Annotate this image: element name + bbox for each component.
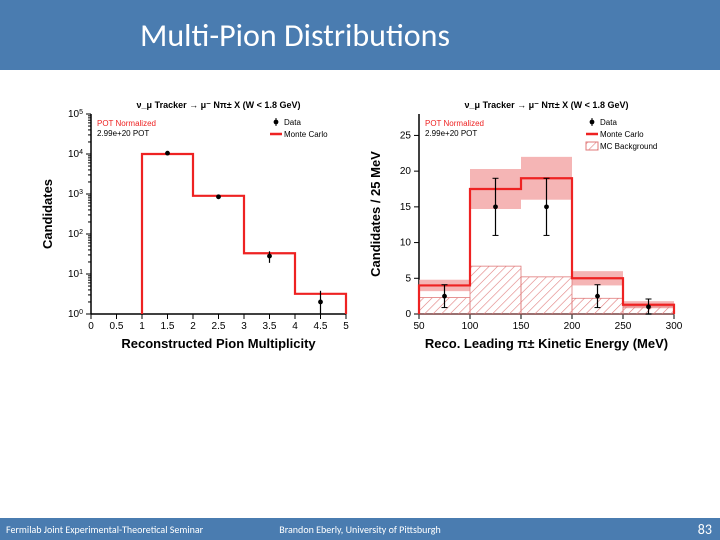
- svg-text:200: 200: [564, 321, 581, 332]
- svg-text:2.99e+20 POT: 2.99e+20 POT: [425, 129, 477, 138]
- svg-text:15: 15: [400, 202, 412, 213]
- svg-text:1.5: 1.5: [161, 321, 175, 332]
- svg-text:Monte Carlo: Monte Carlo: [284, 130, 328, 139]
- svg-text:Candidates: Candidates: [40, 179, 55, 249]
- svg-text:ν_μ Tracker → μ⁻ Nπ± X (W < 1: ν_μ Tracker → μ⁻ Nπ± X (W < 1.8 GeV): [137, 100, 301, 110]
- svg-text:20: 20: [400, 166, 412, 177]
- svg-text:101: 101: [68, 269, 83, 281]
- svg-text:3.5: 3.5: [263, 321, 277, 332]
- svg-text:Monte Carlo: Monte Carlo: [600, 130, 644, 139]
- svg-text:102: 102: [68, 229, 83, 241]
- footer-bar: Fermilab Joint Experimental-Theoretical …: [0, 518, 720, 540]
- svg-text:4: 4: [292, 321, 298, 332]
- svg-text:1: 1: [139, 321, 145, 332]
- footer-page: 83: [698, 521, 712, 538]
- svg-text:5: 5: [405, 273, 411, 284]
- svg-text:2.5: 2.5: [212, 321, 226, 332]
- svg-text:5: 5: [343, 321, 349, 332]
- svg-text:10: 10: [400, 238, 412, 249]
- svg-text:300: 300: [666, 321, 683, 332]
- svg-text:3: 3: [241, 321, 247, 332]
- svg-text:105: 105: [68, 109, 83, 121]
- svg-text:0: 0: [88, 321, 94, 332]
- svg-text:2: 2: [190, 321, 196, 332]
- svg-text:Candidates / 25 MeV: Candidates / 25 MeV: [368, 151, 383, 277]
- svg-text:103: 103: [68, 189, 83, 201]
- slide-title: Multi-Pion Distributions: [140, 16, 450, 55]
- svg-text:Data: Data: [284, 118, 301, 127]
- svg-text:Reco. Leading π± Kinetic Energ: Reco. Leading π± Kinetic Energy (MeV): [425, 336, 668, 351]
- footer-left: Fermilab Joint Experimental-Theoretical …: [6, 523, 203, 536]
- svg-text:POT Normalized: POT Normalized: [97, 119, 156, 128]
- svg-text:Reconstructed Pion Multiplicit: Reconstructed Pion Multiplicity: [121, 336, 316, 351]
- charts-container: 10010110210310410500.511.522.533.544.55R…: [0, 94, 720, 354]
- svg-text:25: 25: [400, 130, 412, 141]
- kinetic-energy-chart: 0 5 10 15 20 25 50 100 150 200 250 300 Reco. Leading…: [364, 94, 684, 354]
- svg-text:100: 100: [462, 321, 479, 332]
- svg-text:250: 250: [615, 321, 632, 332]
- svg-text:0: 0: [405, 309, 411, 320]
- svg-text:100: 100: [68, 309, 83, 321]
- svg-text:Data: Data: [600, 118, 617, 127]
- svg-text:2.99e+20 POT: 2.99e+20 POT: [97, 129, 149, 138]
- svg-text:0.5: 0.5: [110, 321, 124, 332]
- multiplicity-chart: 100 101 102 103 104 105 0 0.5 1 1.5 2 2.5 3 3.5 4 4.5 5 R…: [36, 94, 356, 354]
- footer-mid: Brandon Eberly, University of Pittsburgh: [279, 523, 440, 536]
- svg-text:MC Background: MC Background: [600, 142, 657, 151]
- svg-text:4.5: 4.5: [314, 321, 328, 332]
- svg-text:150: 150: [513, 321, 530, 332]
- svg-text:ν_μ Tracker → μ⁻ Nπ± X (W < 1: ν_μ Tracker → μ⁻ Nπ± X (W < 1.8 GeV): [465, 100, 629, 110]
- title-banner: Multi-Pion Distributions: [0, 0, 720, 70]
- svg-text:POT Normalized: POT Normalized: [425, 119, 484, 128]
- svg-text:50: 50: [413, 321, 425, 332]
- svg-text:104: 104: [68, 149, 83, 161]
